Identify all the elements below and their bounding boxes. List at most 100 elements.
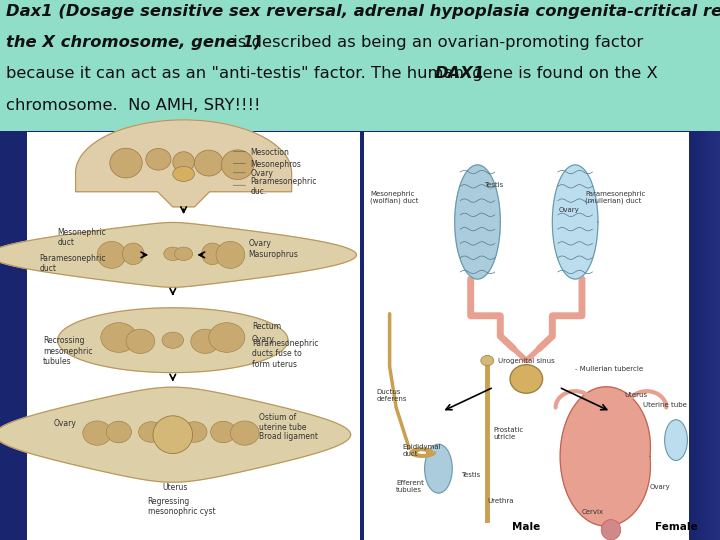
Text: chromosome.  No AMH, SRY!!!!: chromosome. No AMH, SRY!!!! — [6, 98, 260, 113]
Polygon shape — [0, 222, 356, 287]
Bar — [707, 0, 708, 540]
Polygon shape — [76, 120, 292, 207]
Text: Testis: Testis — [484, 183, 503, 188]
Ellipse shape — [181, 422, 207, 442]
Text: Ovary: Ovary — [559, 207, 580, 213]
Ellipse shape — [145, 148, 171, 170]
Text: Ovary: Ovary — [252, 335, 275, 343]
Text: gene is found on the X: gene is found on the X — [467, 66, 657, 82]
Text: Regressing
mesonophric cyst: Regressing mesonophric cyst — [148, 497, 215, 516]
Text: Ovary: Ovary — [251, 170, 274, 178]
Ellipse shape — [162, 332, 184, 348]
Ellipse shape — [83, 421, 112, 445]
Ellipse shape — [191, 329, 220, 354]
Text: Urethra: Urethra — [487, 498, 514, 504]
Bar — [697, 0, 698, 540]
Ellipse shape — [126, 329, 155, 354]
Ellipse shape — [601, 519, 621, 540]
Bar — [708, 0, 710, 540]
Text: Mesoction: Mesoction — [251, 148, 289, 157]
Ellipse shape — [101, 322, 137, 352]
Text: because it can act as an "anti-testis" factor. The human: because it can act as an "anti-testis" f… — [6, 66, 469, 82]
Bar — [717, 0, 719, 540]
Text: Broad ligament: Broad ligament — [259, 432, 318, 441]
Text: Recrossing
mesonephric
tubules: Recrossing mesonephric tubules — [43, 336, 93, 366]
Text: Uterus: Uterus — [162, 483, 187, 491]
Bar — [364, 132, 689, 540]
Ellipse shape — [510, 364, 543, 393]
Text: Ovary: Ovary — [650, 484, 671, 490]
Text: Epididymal
duct: Epididymal duct — [402, 444, 441, 457]
Text: Dax1 (Dosage sensitive sex reversal, adrenal hypoplasia congenita-critical regio: Dax1 (Dosage sensitive sex reversal, adr… — [6, 4, 720, 19]
Ellipse shape — [230, 421, 259, 445]
Ellipse shape — [173, 152, 194, 172]
Ellipse shape — [97, 241, 126, 268]
Polygon shape — [58, 308, 288, 373]
Ellipse shape — [163, 247, 181, 261]
Ellipse shape — [210, 421, 236, 443]
Polygon shape — [455, 165, 500, 279]
Text: Testis: Testis — [462, 472, 480, 478]
Polygon shape — [0, 387, 351, 482]
Text: DAX1: DAX1 — [434, 66, 485, 82]
Text: Ovary: Ovary — [54, 420, 77, 428]
Ellipse shape — [425, 444, 452, 493]
Text: Masurophrus: Masurophrus — [248, 251, 298, 259]
Bar — [704, 0, 706, 540]
Text: Urogenital sinus: Urogenital sinus — [498, 357, 554, 363]
Text: Rectum: Rectum — [252, 322, 281, 331]
Ellipse shape — [174, 247, 193, 261]
Bar — [713, 0, 714, 540]
Ellipse shape — [665, 420, 688, 461]
Bar — [696, 0, 697, 540]
Ellipse shape — [138, 422, 163, 442]
Text: Mesonephric
duct: Mesonephric duct — [58, 228, 107, 247]
Text: Prostatic
utricle: Prostatic utricle — [494, 428, 524, 441]
Text: Mesonephros: Mesonephros — [251, 160, 302, 169]
Polygon shape — [552, 165, 598, 279]
Text: Uterine tube: Uterine tube — [644, 402, 688, 408]
Text: Paramesonephric
duc.: Paramesonephric duc. — [251, 177, 317, 196]
Text: Female: Female — [654, 522, 698, 532]
Bar — [701, 0, 703, 540]
Ellipse shape — [209, 322, 245, 352]
Text: is described as being an ovarian-promoting factor: is described as being an ovarian-promoti… — [228, 35, 643, 50]
Bar — [710, 0, 711, 540]
Ellipse shape — [153, 416, 193, 454]
Text: Ovary: Ovary — [248, 239, 271, 247]
Text: Paramesonephric
duct: Paramesonephric duct — [40, 254, 106, 273]
Bar — [694, 0, 696, 540]
Bar — [0, 0, 720, 131]
Text: Male: Male — [512, 522, 541, 532]
Text: Mesonephric
(wolfian) duct: Mesonephric (wolfian) duct — [370, 191, 418, 204]
Ellipse shape — [216, 241, 245, 268]
Bar — [27, 132, 360, 540]
Ellipse shape — [107, 421, 132, 443]
Ellipse shape — [202, 243, 223, 265]
Bar — [700, 0, 701, 540]
Bar — [698, 0, 700, 540]
Text: the X chromosome, gene 1): the X chromosome, gene 1) — [6, 35, 261, 50]
Bar — [711, 0, 713, 540]
Bar — [693, 0, 694, 540]
Text: Ostium of
uterine tube: Ostium of uterine tube — [259, 413, 307, 432]
Bar — [691, 0, 693, 540]
Polygon shape — [560, 387, 650, 526]
Bar — [716, 0, 717, 540]
Bar — [703, 0, 704, 540]
Ellipse shape — [163, 425, 183, 441]
Ellipse shape — [109, 148, 142, 178]
Ellipse shape — [194, 150, 223, 176]
Ellipse shape — [122, 243, 144, 265]
Text: Paramesonephric
(mullerian) duct: Paramesonephric (mullerian) duct — [585, 191, 645, 204]
Text: Ductus
deferens: Ductus deferens — [377, 389, 407, 402]
Bar — [706, 0, 707, 540]
Ellipse shape — [222, 150, 254, 180]
Text: Cervix: Cervix — [582, 509, 604, 515]
Text: Efferent
tubules: Efferent tubules — [396, 481, 424, 494]
Bar — [719, 0, 720, 540]
Bar — [714, 0, 716, 540]
Ellipse shape — [173, 166, 194, 181]
Text: Paramesonephric
ducts fuse to
form uterus: Paramesonephric ducts fuse to form uteru… — [252, 339, 318, 369]
Text: - Mullerian tubercle: - Mullerian tubercle — [575, 366, 643, 372]
